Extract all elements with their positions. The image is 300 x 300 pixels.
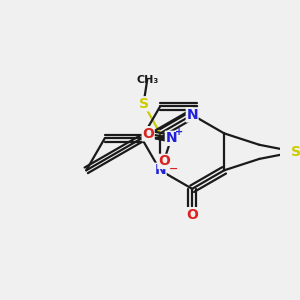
Text: S: S	[291, 145, 300, 159]
Text: N: N	[154, 163, 166, 177]
Text: O: O	[186, 208, 198, 222]
Text: N: N	[165, 131, 177, 145]
Text: O: O	[158, 154, 170, 168]
Text: +: +	[176, 127, 184, 137]
Text: N: N	[186, 108, 198, 122]
Text: −: −	[168, 164, 178, 174]
Text: CH₃: CH₃	[136, 75, 158, 85]
Text: S: S	[139, 97, 148, 111]
Text: O: O	[142, 127, 154, 141]
